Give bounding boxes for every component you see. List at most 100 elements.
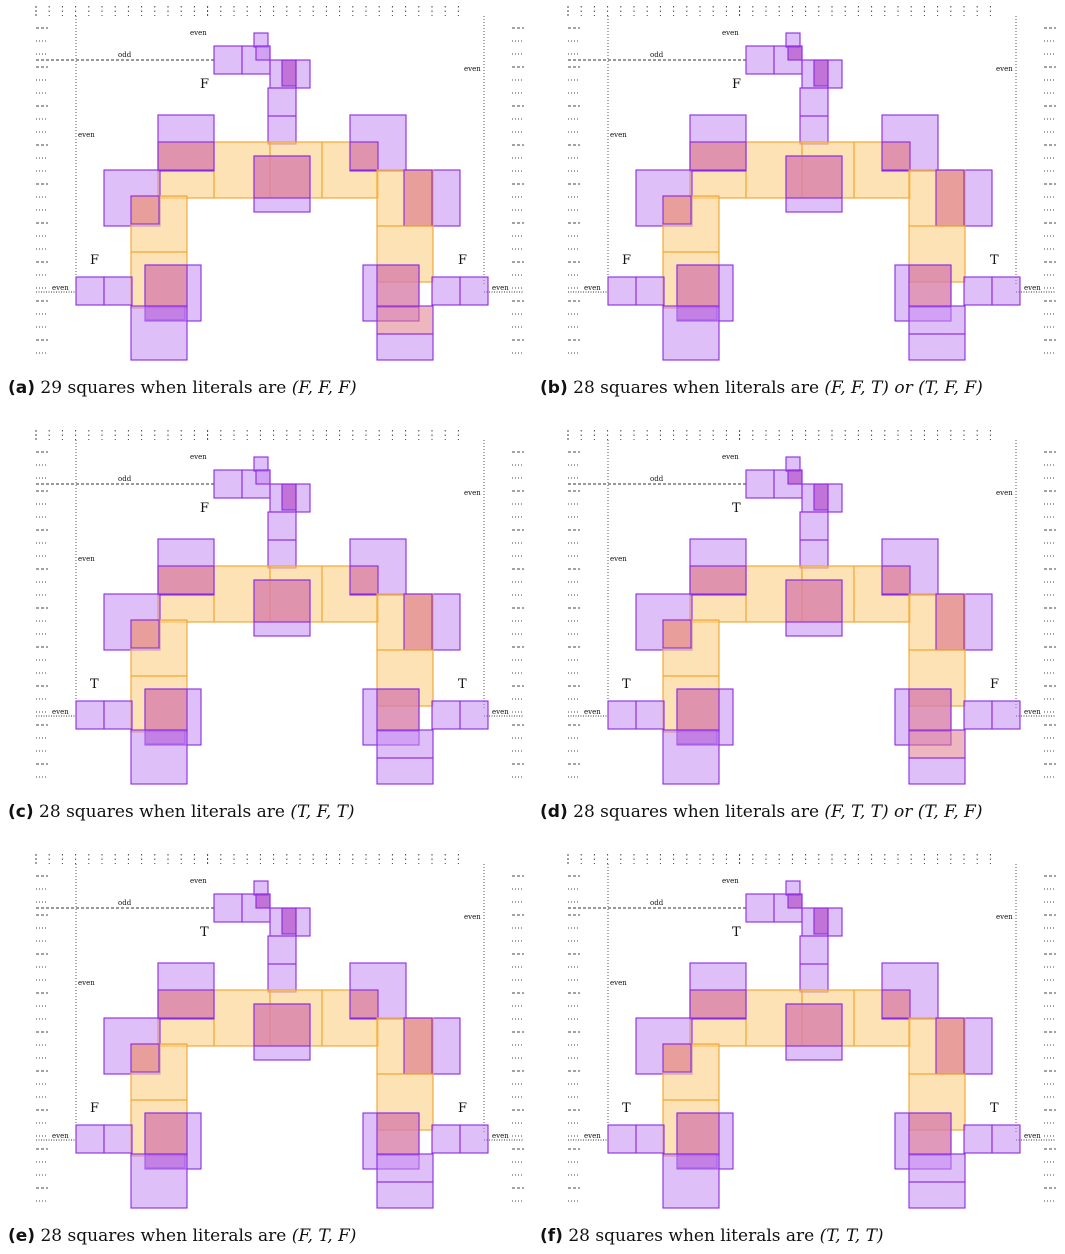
purple-square <box>963 700 993 730</box>
gadget-figure: odd even even even even even T T F <box>567 430 1056 785</box>
purple-square <box>144 264 188 308</box>
purple-square <box>662 619 692 649</box>
even-label: even <box>464 489 481 497</box>
odd-label: odd <box>650 899 664 907</box>
caption-c: (c) 28 squares when literals are (T, F, … <box>8 802 355 822</box>
gadget-figure: odd even even even even even T F F <box>35 854 524 1209</box>
purple-square <box>349 565 379 595</box>
purple-square <box>403 593 433 651</box>
purple-square <box>157 141 215 171</box>
odd-label: odd <box>650 475 664 483</box>
purple-square <box>253 880 269 896</box>
purple-square <box>157 565 215 595</box>
even-label: even <box>584 708 601 716</box>
purple-square <box>253 155 311 199</box>
purple-square <box>255 893 271 909</box>
even-label: even <box>52 1132 69 1140</box>
purple-square <box>676 264 720 308</box>
purple-square <box>213 469 243 499</box>
purple-square <box>267 511 297 541</box>
purple-square <box>144 688 188 732</box>
purple-square <box>827 483 843 513</box>
even-label: even <box>78 555 95 563</box>
purple-square <box>908 305 966 335</box>
purple-square <box>376 305 434 335</box>
purple-square <box>349 141 379 171</box>
purple-square <box>213 45 243 75</box>
purple-square <box>253 32 269 48</box>
purple-square <box>963 276 993 306</box>
purple-square <box>431 276 461 306</box>
panel-c: odd even even even even even F T T <box>0 424 532 794</box>
even-label: even <box>464 913 481 921</box>
purple-square <box>991 276 1021 306</box>
even-label: even <box>464 65 481 73</box>
literal-right: F <box>458 253 467 268</box>
literal-top: F <box>200 501 209 516</box>
even-label: even <box>722 29 739 37</box>
purple-square <box>635 276 665 306</box>
purple-square <box>745 45 775 75</box>
purple-square <box>908 688 952 732</box>
purple-square <box>376 757 434 785</box>
purple-square <box>662 729 720 785</box>
purple-square <box>130 1043 160 1073</box>
purple-square <box>787 469 803 485</box>
purple-square <box>813 59 829 87</box>
even-label: even <box>722 877 739 885</box>
purple-square <box>785 579 843 623</box>
purple-square <box>103 700 133 730</box>
gadget-figure: odd even even even even even F T T <box>35 430 524 785</box>
purple-square <box>144 1112 188 1156</box>
purple-square <box>130 1153 188 1209</box>
panel-d: odd even even even even even T T F <box>532 424 1064 794</box>
even-label: even <box>78 131 95 139</box>
even-label: even <box>78 979 95 987</box>
purple-square <box>908 757 966 785</box>
even-label: even <box>610 979 627 987</box>
literal-left: T <box>622 677 631 692</box>
purple-square <box>935 169 965 227</box>
purple-square <box>376 1112 420 1156</box>
even-label: even <box>492 1132 509 1140</box>
even-label: even <box>996 489 1013 497</box>
even-label: even <box>1024 708 1041 716</box>
purple-square <box>881 141 911 171</box>
purple-square <box>376 1153 434 1183</box>
purple-square <box>963 1124 993 1154</box>
purple-square <box>157 989 215 1019</box>
purple-square <box>662 1153 720 1209</box>
purple-square <box>267 963 297 993</box>
literal-top: T <box>732 501 741 516</box>
caption-e: (e) 28 squares when literals are (F, T, … <box>8 1226 357 1246</box>
purple-square <box>267 115 297 145</box>
purple-square <box>253 579 311 623</box>
purple-square <box>431 700 461 730</box>
purple-square <box>908 264 952 308</box>
purple-square <box>75 700 105 730</box>
purple-square <box>281 59 297 87</box>
panel-a: odd even even even even even F F F <box>0 0 532 370</box>
literal-right: T <box>990 1101 999 1116</box>
gadget-figure: odd even even even even even T T T <box>567 854 1056 1209</box>
odd-label: odd <box>650 51 664 59</box>
purple-square <box>662 305 720 361</box>
purple-square <box>295 483 311 513</box>
purple-square <box>799 963 829 993</box>
odd-label: odd <box>118 475 132 483</box>
purple-square <box>799 87 829 117</box>
even-label: even <box>610 131 627 139</box>
literal-left: T <box>90 677 99 692</box>
literal-top: F <box>732 77 741 92</box>
purple-square <box>376 729 434 759</box>
literal-right: T <box>990 253 999 268</box>
purple-square <box>689 141 747 171</box>
panel-f: odd even even even even even T T T <box>532 848 1064 1218</box>
purple-square <box>991 700 1021 730</box>
purple-square <box>662 195 692 225</box>
caption-f: (f) 28 squares when literals are (T, T, … <box>540 1226 884 1246</box>
purple-square <box>785 155 843 199</box>
purple-square <box>349 989 379 1019</box>
purple-square <box>130 619 160 649</box>
purple-square <box>881 565 911 595</box>
